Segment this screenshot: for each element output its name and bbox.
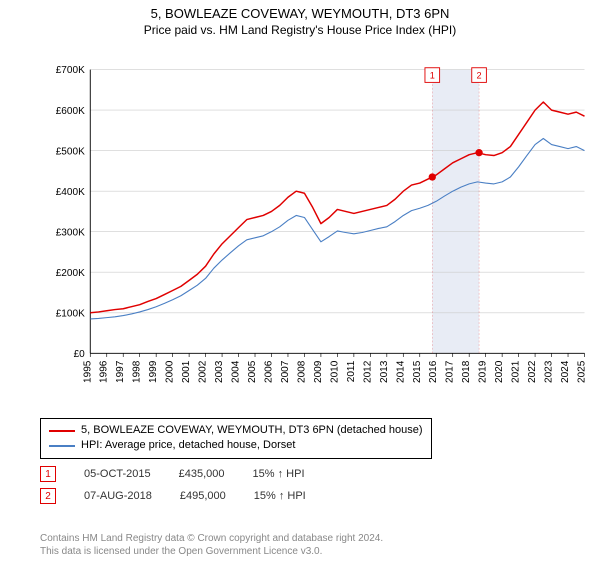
sale-diff: 15% ↑ HPI: [254, 490, 306, 502]
svg-text:2010: 2010: [329, 360, 340, 383]
svg-text:2006: 2006: [263, 360, 274, 383]
svg-text:2008: 2008: [296, 360, 307, 383]
svg-text:2020: 2020: [494, 360, 505, 383]
sale-price: £435,000: [179, 468, 225, 480]
svg-text:2012: 2012: [362, 360, 373, 383]
sale-diff: 15% ↑ HPI: [253, 468, 305, 480]
sale-date: 05-OCT-2015: [84, 468, 151, 480]
svg-text:2002: 2002: [198, 360, 209, 383]
svg-text:2011: 2011: [346, 360, 357, 382]
svg-text:2022: 2022: [527, 360, 538, 383]
svg-text:2007: 2007: [280, 360, 291, 383]
svg-text:1999: 1999: [148, 360, 159, 383]
svg-text:2013: 2013: [379, 360, 390, 383]
svg-text:2019: 2019: [478, 360, 489, 383]
svg-text:£700K: £700K: [56, 65, 85, 76]
sale-row-2: 2 07-AUG-2018 £495,000 15% ↑ HPI: [40, 488, 306, 504]
sale-date: 07-AUG-2018: [84, 490, 152, 502]
svg-text:2021: 2021: [511, 360, 522, 383]
svg-text:1995: 1995: [82, 360, 93, 383]
sale-badge-1: 1: [40, 466, 56, 482]
svg-text:£500K: £500K: [56, 146, 85, 157]
svg-text:2017: 2017: [445, 360, 456, 383]
svg-text:2009: 2009: [313, 360, 324, 383]
svg-text:2025: 2025: [577, 360, 588, 383]
chart-subtitle: Price paid vs. HM Land Registry's House …: [0, 23, 600, 37]
svg-text:2015: 2015: [412, 360, 423, 383]
legend: 5, BOWLEAZE COVEWAY, WEYMOUTH, DT3 6PN (…: [40, 418, 432, 459]
svg-text:2000: 2000: [165, 360, 176, 383]
svg-text:2024: 2024: [560, 360, 571, 383]
legend-swatch: [49, 430, 75, 432]
svg-text:2014: 2014: [395, 360, 406, 383]
svg-text:2018: 2018: [461, 360, 472, 383]
chart-area: £0 £100K £200K £300K £400K £500K £600K £700K 199…: [50, 52, 590, 402]
svg-text:£600K: £600K: [56, 106, 85, 117]
svg-text:£0: £0: [74, 349, 86, 360]
legend-label: HPI: Average price, detached house, Dors…: [81, 438, 295, 453]
svg-text:2004: 2004: [231, 360, 242, 383]
legend-row: 5, BOWLEAZE COVEWAY, WEYMOUTH, DT3 6PN (…: [49, 423, 423, 438]
svg-text:1997: 1997: [115, 360, 126, 383]
svg-text:£200K: £200K: [56, 268, 85, 279]
sale-row-1: 1 05-OCT-2015 £435,000 15% ↑ HPI: [40, 466, 305, 482]
svg-text:2003: 2003: [214, 360, 225, 383]
svg-text:1998: 1998: [132, 360, 143, 383]
footer-line-1: Contains HM Land Registry data © Crown c…: [40, 532, 383, 545]
chart-title: 5, BOWLEAZE COVEWAY, WEYMOUTH, DT3 6PN: [0, 6, 600, 21]
svg-text:1996: 1996: [99, 360, 110, 383]
sale-badge-2: 2: [40, 488, 56, 504]
svg-text:£100K: £100K: [56, 308, 85, 319]
svg-text:£400K: £400K: [56, 187, 85, 198]
sale-price: £495,000: [180, 490, 226, 502]
legend-swatch: [49, 445, 75, 447]
svg-text:2023: 2023: [544, 360, 555, 383]
footer: Contains HM Land Registry data © Crown c…: [40, 532, 383, 558]
svg-text:2016: 2016: [428, 360, 439, 383]
svg-text:2001: 2001: [181, 360, 192, 383]
svg-text:2005: 2005: [247, 360, 258, 383]
svg-text:2: 2: [477, 71, 482, 81]
svg-text:1: 1: [430, 71, 435, 81]
legend-row: HPI: Average price, detached house, Dors…: [49, 438, 423, 453]
legend-label: 5, BOWLEAZE COVEWAY, WEYMOUTH, DT3 6PN (…: [81, 423, 423, 438]
svg-text:£300K: £300K: [56, 227, 85, 238]
footer-line-2: This data is licensed under the Open Gov…: [40, 545, 383, 558]
line-chart: £0 £100K £200K £300K £400K £500K £600K £700K 199…: [50, 52, 590, 402]
